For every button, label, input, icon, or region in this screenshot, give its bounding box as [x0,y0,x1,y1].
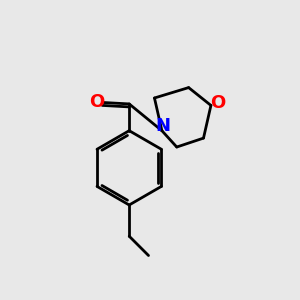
Text: N: N [155,117,170,135]
Text: O: O [210,94,225,112]
Text: O: O [89,93,104,111]
